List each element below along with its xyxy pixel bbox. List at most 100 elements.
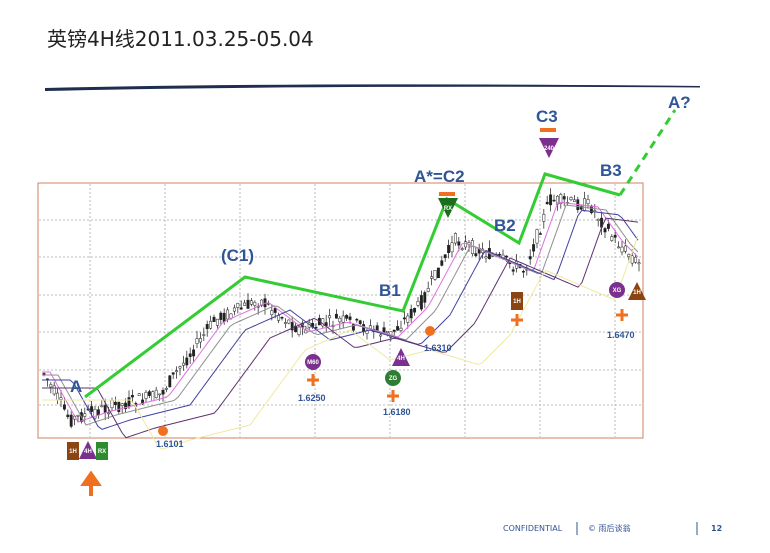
candle [399,327,403,331]
candle [413,307,417,313]
candle [620,246,624,253]
candle [147,391,151,396]
candle [382,327,386,333]
wave-label: C3 [536,107,558,126]
candle [385,330,389,334]
candle [358,320,362,324]
candle [243,302,247,306]
candle [83,413,87,417]
candle [453,233,457,244]
candle [164,387,168,390]
candle [341,315,345,323]
candle [195,338,199,344]
candle [239,307,243,310]
candle [110,400,114,409]
plus-sign [307,374,319,386]
marker [96,442,108,460]
price-label: 1.6310 [424,343,452,353]
moving-average [42,217,639,439]
candle [100,405,104,408]
candle [392,329,396,332]
price-label: 1.6250 [298,393,326,403]
candle [178,366,182,369]
candle [171,372,175,375]
wave-label: B3 [600,161,622,180]
candle [246,299,250,309]
signal-dot [425,326,435,336]
candle [528,256,532,260]
wave-label: B2 [494,216,516,235]
candle [253,301,257,306]
plus-sign [616,309,628,321]
marker-label: M60 [307,360,319,366]
candle [474,253,478,256]
marker-label: 4H [397,356,405,362]
candle [402,317,406,320]
candle [168,375,172,388]
candle [161,389,165,395]
candle [504,255,508,258]
marker [79,441,97,459]
plus-sign [387,390,399,402]
candle [443,254,447,259]
candle [103,405,107,413]
candle [634,256,638,263]
candle [379,334,383,337]
candle [175,370,179,372]
moving-average [42,201,639,423]
candle [345,314,349,319]
candle [606,223,610,229]
candle [532,244,536,252]
candle [181,362,185,366]
candle [419,295,423,310]
candle [297,326,301,335]
candle [511,269,515,272]
candle [93,408,97,419]
candle [406,315,410,323]
candle [436,267,440,279]
candle [491,255,495,257]
candle [572,199,576,202]
candle [277,315,281,321]
candle [158,393,162,396]
moving-average [42,235,639,450]
candle [69,414,73,427]
candle [249,300,253,305]
candle [440,260,444,266]
candle [457,241,461,246]
candle [130,394,134,398]
marker-label: 4H [84,449,92,455]
candle [188,353,192,357]
candle [579,205,583,210]
candle [610,236,614,241]
candle [198,338,202,343]
candle [90,406,94,412]
marker [511,292,523,310]
candle [62,404,66,410]
candle [549,194,553,206]
marker [438,198,458,218]
candle [222,312,226,322]
candle [76,414,80,417]
candle [52,385,56,395]
marker-label: RX [98,449,106,455]
candle [205,324,209,330]
candle [586,199,590,204]
annotations: A (C1) B1 A*=C2 B2 C3 B3 A? 1.6101 1.6250 1.6180 1.… [67,93,691,460]
candle [426,288,430,292]
candle [484,256,488,259]
candle [212,316,216,323]
candle [430,276,434,279]
candle [559,194,563,204]
candle [637,262,641,265]
candle [521,270,525,273]
wave-projection [618,109,677,196]
signal-dot [158,426,168,436]
candle [202,334,206,336]
marker-label: 240 [544,146,555,152]
up-arrow [80,470,102,496]
candle [409,308,413,319]
marker-label: ZG [389,376,398,382]
candle [117,401,121,412]
candle [66,414,70,418]
